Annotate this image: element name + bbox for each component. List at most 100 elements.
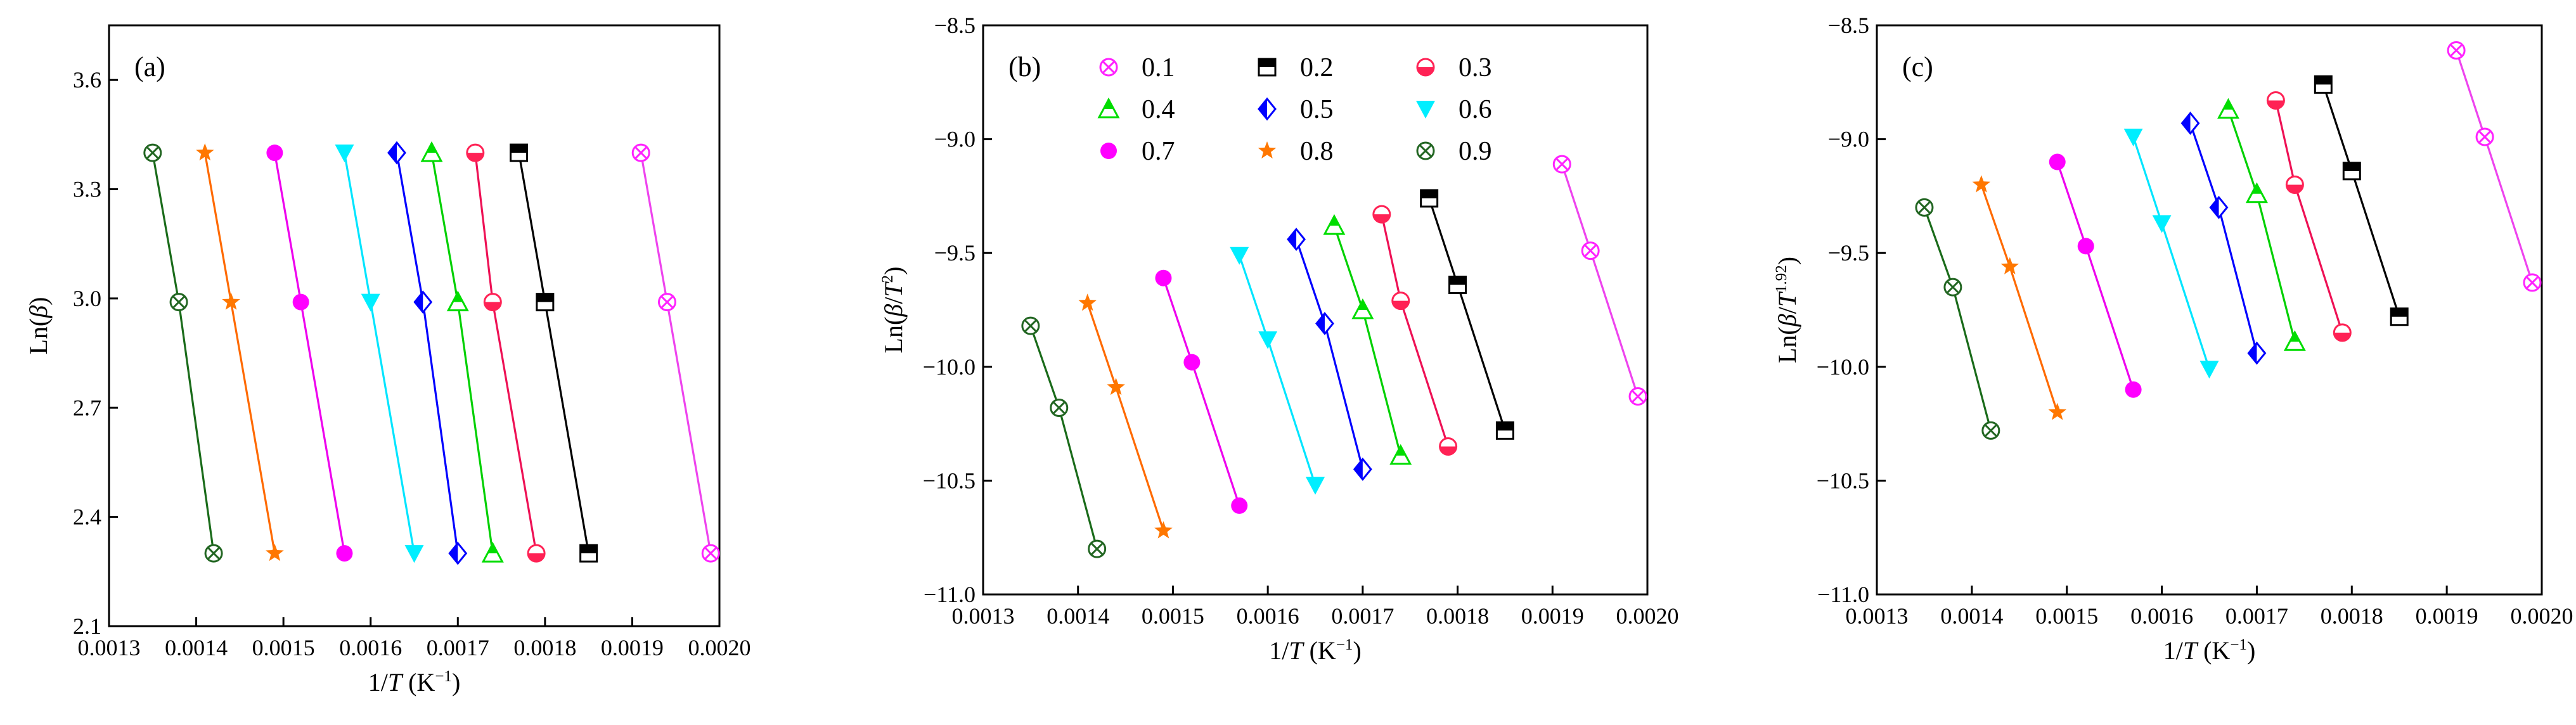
y-tick-label: −11.0 bbox=[924, 582, 976, 607]
data-point bbox=[2266, 91, 2285, 110]
legend-marker bbox=[1416, 58, 1435, 77]
data-point bbox=[1972, 175, 1991, 193]
series-0.8 bbox=[1078, 293, 1173, 539]
data-point bbox=[466, 143, 485, 162]
data-point bbox=[2000, 257, 2019, 274]
legend-label: 0.3 bbox=[1459, 53, 1492, 82]
series-line bbox=[273, 152, 345, 554]
legend-label: 0.7 bbox=[1142, 137, 1175, 166]
data-point bbox=[196, 143, 214, 161]
series-line bbox=[2132, 136, 2211, 369]
data-point bbox=[1915, 198, 1934, 217]
data-point bbox=[701, 544, 720, 563]
data-point bbox=[2125, 381, 2142, 398]
series-0.2 bbox=[510, 143, 598, 563]
series-line bbox=[1561, 164, 1639, 397]
x-tick-label: 0.0018 bbox=[1426, 603, 1489, 629]
series-0.6 bbox=[2123, 129, 2219, 379]
y-tick-label: −9.0 bbox=[934, 127, 976, 152]
data-point bbox=[2123, 129, 2143, 147]
data-point bbox=[361, 293, 380, 312]
legend-marker bbox=[1097, 97, 1120, 119]
data-point bbox=[2390, 307, 2409, 326]
data-point bbox=[266, 544, 284, 561]
y-tick-label: −9.5 bbox=[934, 240, 976, 266]
y-tick-label: 3.0 bbox=[73, 286, 101, 311]
data-point bbox=[1495, 421, 1514, 440]
y-tick-label: −9.5 bbox=[1828, 240, 1869, 266]
series-0.9 bbox=[1021, 316, 1107, 558]
data-point bbox=[2048, 402, 2066, 420]
y-tick-label: 2.7 bbox=[73, 395, 101, 420]
legend-item: 0.1 bbox=[1099, 53, 1175, 82]
data-point bbox=[1050, 398, 1069, 417]
data-point bbox=[2523, 273, 2542, 292]
series-line bbox=[2455, 49, 2534, 283]
series-0.3 bbox=[466, 143, 546, 563]
series-0.1 bbox=[2447, 41, 2542, 292]
series-0.2 bbox=[1420, 189, 1514, 440]
x-tick-label: 0.0015 bbox=[1142, 603, 1204, 629]
series-0.7 bbox=[1155, 269, 1248, 514]
data-point bbox=[1389, 444, 1412, 465]
data-point bbox=[1183, 354, 1201, 371]
y-tick-label: −10.0 bbox=[923, 354, 976, 380]
series-line bbox=[1980, 184, 2059, 413]
data-point bbox=[1021, 316, 1040, 335]
y-tick-label: 3.6 bbox=[73, 67, 101, 93]
data-point bbox=[2283, 330, 2306, 351]
data-point bbox=[657, 293, 676, 312]
data-point bbox=[169, 293, 188, 312]
y-tick-label: −8.5 bbox=[934, 13, 976, 38]
x-tick-label: 0.0020 bbox=[2511, 603, 2573, 629]
series-line bbox=[518, 152, 590, 554]
y-tick-label: −10.0 bbox=[1817, 354, 1869, 380]
data-point bbox=[1552, 155, 1571, 174]
series-line bbox=[1428, 198, 1506, 431]
series-0.1 bbox=[631, 143, 720, 563]
series-line bbox=[1295, 239, 1364, 470]
panel-label: (a) bbox=[134, 51, 165, 82]
data-point bbox=[2285, 175, 2304, 194]
series-0.4 bbox=[420, 141, 504, 563]
y-tick-label: 3.3 bbox=[73, 177, 101, 202]
axes-frame bbox=[982, 24, 1649, 596]
panel-label: (b) bbox=[1008, 51, 1041, 82]
series-line bbox=[151, 152, 215, 554]
data-point bbox=[2077, 238, 2094, 255]
series-line bbox=[2189, 122, 2258, 354]
axes-frame bbox=[1876, 24, 2543, 596]
data-point bbox=[1391, 292, 1410, 311]
series-line bbox=[1381, 214, 1450, 447]
x-tick-label: 0.0017 bbox=[2225, 603, 2288, 629]
y-tick-label: −9.0 bbox=[1828, 127, 1869, 152]
y-tick-label: 2.4 bbox=[73, 504, 101, 530]
series-0.3 bbox=[1372, 205, 1458, 456]
data-point bbox=[483, 293, 502, 312]
x-tick-label: 0.0019 bbox=[2416, 603, 2478, 629]
data-point bbox=[1448, 275, 1467, 294]
data-point bbox=[1155, 269, 1172, 286]
data-point bbox=[2217, 98, 2239, 119]
data-point bbox=[2049, 153, 2066, 170]
data-point bbox=[1231, 497, 1248, 514]
series-0.7 bbox=[2049, 153, 2142, 398]
data-point bbox=[420, 141, 443, 162]
y-axis-title: Ln(β/T1.92​) bbox=[1773, 257, 1801, 363]
legend-item: 0.3 bbox=[1416, 53, 1492, 82]
series-line bbox=[640, 152, 712, 554]
data-point bbox=[481, 541, 504, 563]
legend-marker bbox=[1099, 58, 1118, 77]
data-point bbox=[2475, 127, 2494, 146]
series-line bbox=[396, 152, 459, 554]
data-point bbox=[292, 293, 309, 311]
series-0.6 bbox=[335, 144, 424, 563]
x-tick-label: 0.0013 bbox=[952, 603, 1015, 629]
y-axis-title: Ln(β) bbox=[24, 297, 53, 354]
legend-item: 0.5 bbox=[1258, 95, 1334, 124]
panel-label: (c) bbox=[1902, 51, 1933, 82]
data-point bbox=[1323, 214, 1346, 235]
y-tick-label: −10.5 bbox=[1817, 468, 1869, 493]
series-line bbox=[1086, 302, 1165, 531]
